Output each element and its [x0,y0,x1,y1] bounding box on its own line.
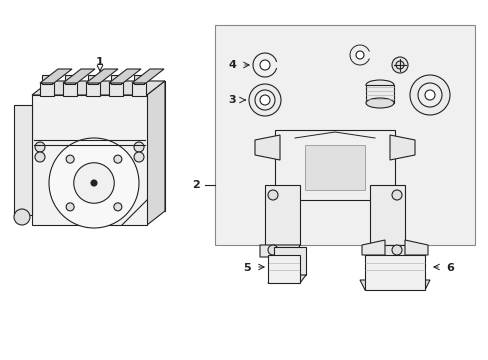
Circle shape [355,51,363,59]
Text: 4: 4 [227,60,235,70]
Text: 3: 3 [228,95,235,105]
Bar [111,75,121,84]
Circle shape [391,57,407,73]
Polygon shape [63,69,95,83]
Polygon shape [260,245,299,257]
Ellipse shape [365,80,393,90]
Bar [88,75,98,84]
Bar [109,83,123,96]
Polygon shape [14,105,32,215]
Polygon shape [359,280,429,290]
Polygon shape [364,255,424,290]
Circle shape [248,84,281,116]
Polygon shape [40,69,72,83]
Bar [42,75,52,84]
Bar [40,83,54,96]
Polygon shape [132,69,163,83]
Circle shape [14,209,30,225]
Bar [134,75,143,84]
Circle shape [134,152,143,162]
Polygon shape [273,247,305,275]
Circle shape [254,90,274,110]
Polygon shape [361,240,384,255]
Circle shape [66,203,74,211]
Polygon shape [389,135,414,160]
Polygon shape [305,145,364,190]
Polygon shape [109,69,141,83]
Circle shape [134,142,143,152]
Circle shape [395,61,403,69]
Circle shape [391,190,401,200]
Circle shape [260,95,269,105]
Polygon shape [254,135,280,160]
Text: 6: 6 [445,263,453,273]
Polygon shape [264,185,299,245]
Circle shape [267,190,278,200]
Polygon shape [274,130,394,200]
Text: 2: 2 [192,180,200,190]
Polygon shape [147,81,164,225]
Circle shape [391,245,401,255]
Bar [63,83,77,96]
Circle shape [35,152,45,162]
Polygon shape [86,69,118,83]
Polygon shape [32,95,147,225]
Circle shape [267,245,278,255]
Circle shape [91,180,97,186]
Circle shape [74,163,114,203]
Bar [365,85,393,103]
Circle shape [35,142,45,152]
Polygon shape [369,245,409,257]
Circle shape [114,203,122,211]
Circle shape [114,155,122,163]
Polygon shape [50,81,164,211]
Polygon shape [369,185,404,245]
Circle shape [66,155,74,163]
Polygon shape [404,240,427,255]
Bar [215,25,474,245]
Text: 5: 5 [243,263,250,273]
Circle shape [409,75,449,115]
Circle shape [417,83,441,107]
Polygon shape [267,255,299,283]
Bar [65,75,75,84]
Circle shape [424,90,434,100]
Bar [132,83,146,96]
Circle shape [49,138,139,228]
Ellipse shape [365,98,393,108]
Bar [86,83,100,96]
Polygon shape [32,81,164,95]
Text: 1: 1 [96,57,103,67]
Polygon shape [267,275,305,283]
Circle shape [260,60,269,70]
